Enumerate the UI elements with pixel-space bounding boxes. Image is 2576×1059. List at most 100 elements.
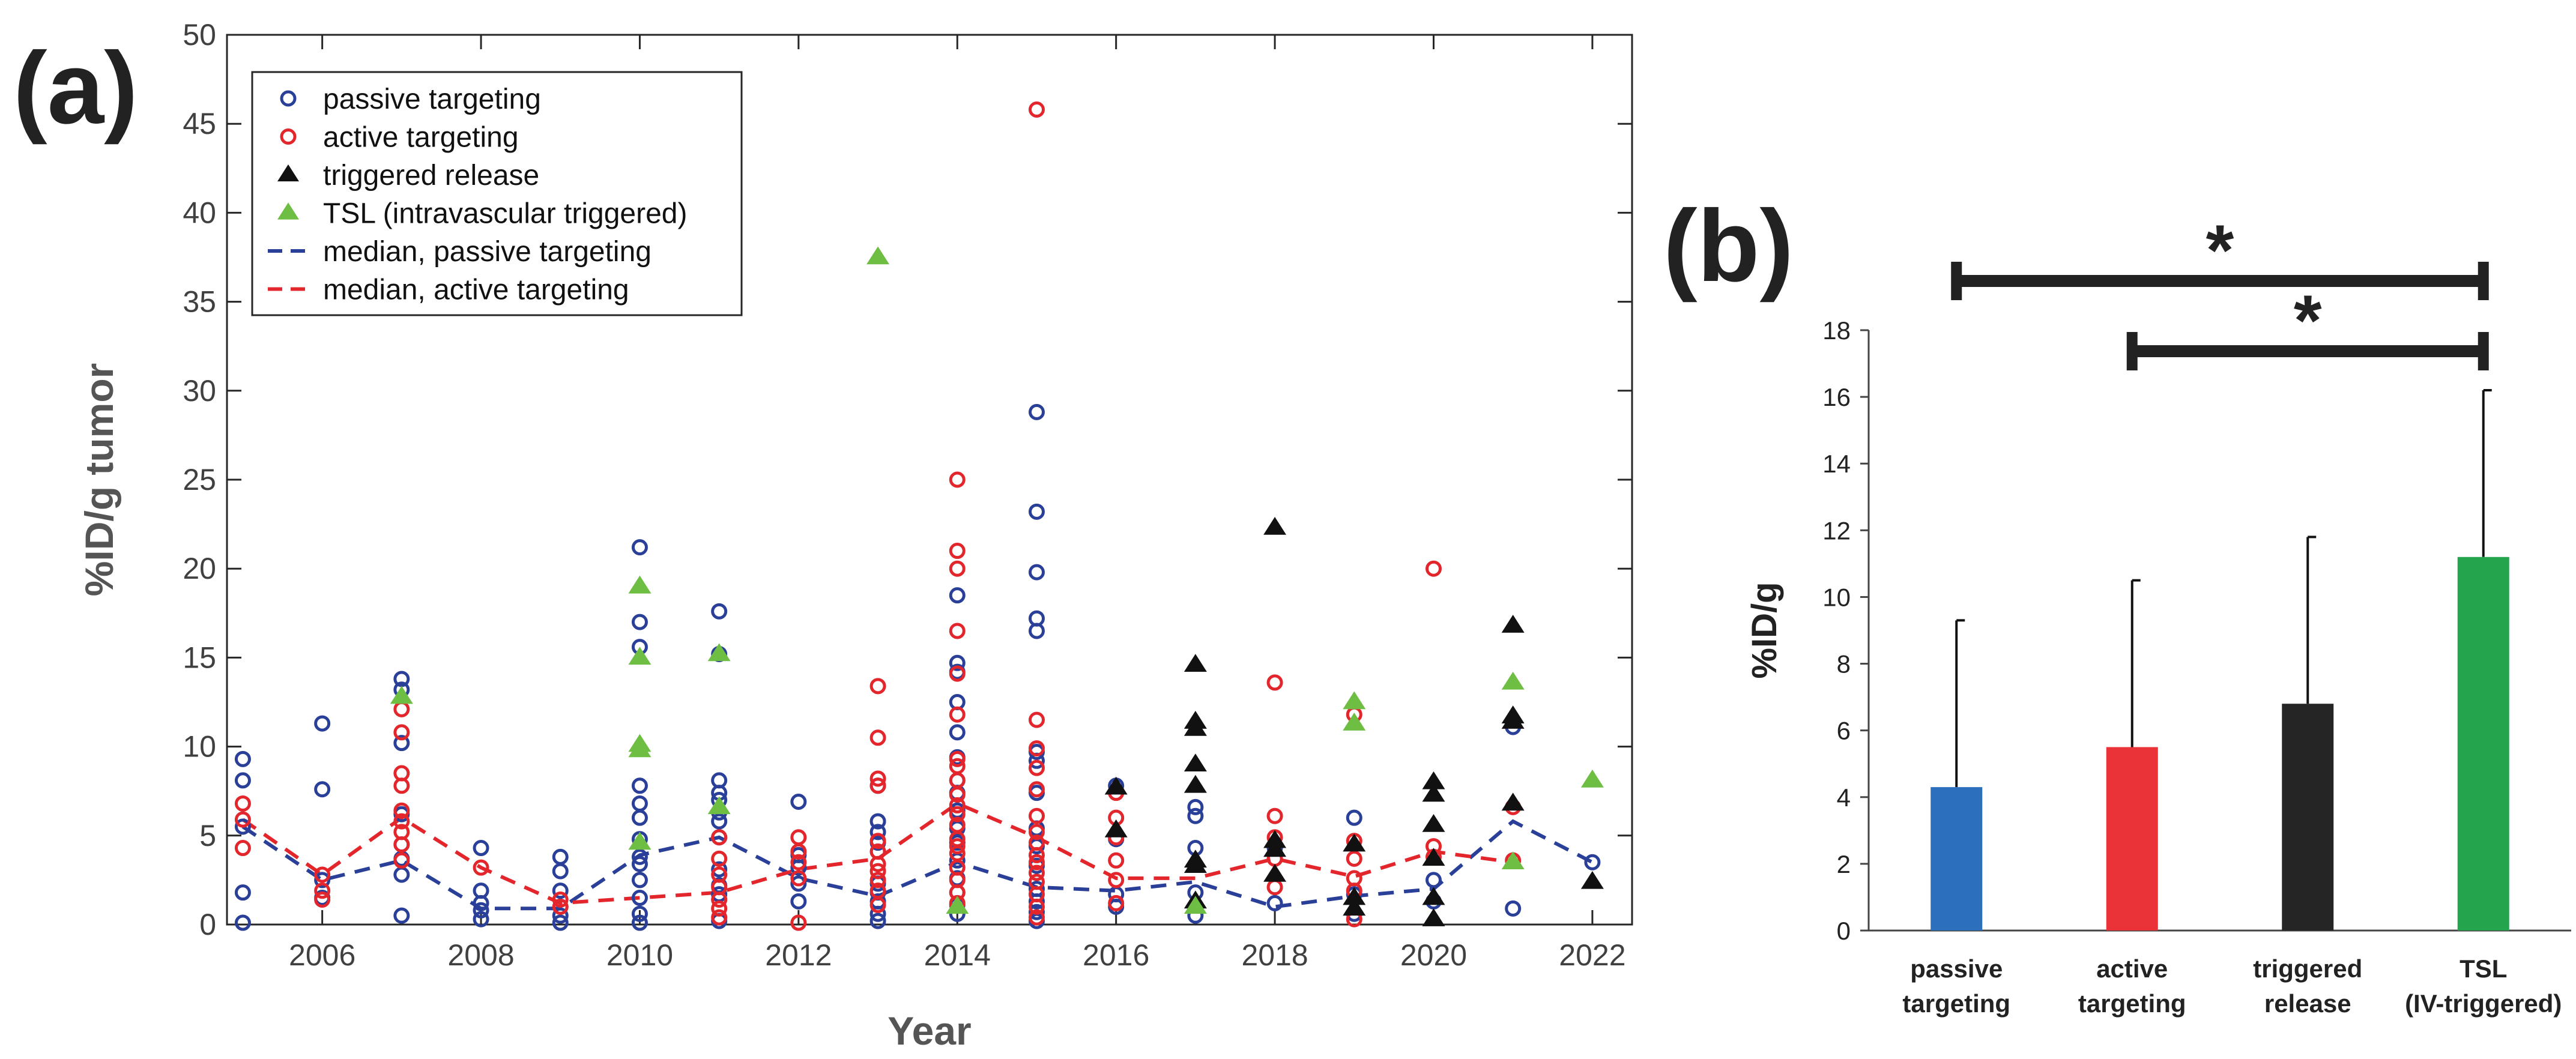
- point-active-targeting: [1028, 101, 1045, 118]
- point-active-targeting: [1346, 850, 1362, 867]
- point-triggered-release: [1184, 717, 1207, 736]
- point-tsl-intravascular-triggered: [1184, 896, 1207, 914]
- y-tick-label: 5: [199, 819, 216, 852]
- point-active-targeting: [869, 777, 886, 794]
- legend-circle-swatch: [280, 90, 297, 107]
- panel-b-label: (b): [1663, 189, 1794, 303]
- y-tick-label: 20: [183, 552, 216, 585]
- panel-b-plot-area: 0 2 4 6 8 10 12 14 16 18 %ID/g passive targeting acti…: [1745, 210, 2571, 1018]
- point-passive-targeting: [473, 911, 489, 928]
- point-triggered-release: [1343, 887, 1366, 905]
- point-active-targeting: [869, 833, 886, 849]
- point-passive-targeting: [631, 848, 648, 865]
- point-active-targeting: [711, 829, 728, 846]
- point-active-targeting: [1108, 872, 1125, 889]
- point-active-targeting: [314, 882, 331, 899]
- point-active-targeting: [1028, 781, 1045, 798]
- point-active-targeting: [393, 836, 410, 853]
- point-passive-targeting: [631, 809, 648, 826]
- category-label: triggered: [2253, 955, 2362, 983]
- x-tick-label: 2012: [765, 938, 832, 972]
- point-triggered-release: [1580, 870, 1604, 889]
- y-tick-label: 10: [183, 730, 216, 764]
- point-active-targeting: [1028, 864, 1045, 881]
- point-passive-targeting: [234, 818, 251, 835]
- point-triggered-release: [1422, 783, 1445, 802]
- point-active-targeting: [711, 900, 728, 917]
- point-active-targeting: [949, 560, 966, 577]
- point-active-targeting: [790, 914, 807, 931]
- point-triggered-release: [1343, 898, 1366, 916]
- y-tick-label: 15: [183, 641, 216, 674]
- point-passive-targeting: [790, 859, 807, 876]
- legend-label: passive targeting: [323, 83, 541, 115]
- point-passive-targeting: [1346, 809, 1362, 826]
- legend-triangle-swatch: [277, 202, 299, 220]
- point-passive-targeting: [234, 914, 251, 931]
- point-active-targeting: [869, 678, 886, 695]
- point-active-targeting: [711, 892, 728, 908]
- category-label: TSL: [2460, 955, 2507, 983]
- point-triggered-release: [1501, 711, 1525, 729]
- point-triggered-release: [1184, 774, 1207, 793]
- point-passive-targeting: [393, 907, 410, 924]
- point-tsl-intravascular-triggered: [628, 739, 652, 758]
- category-label: release: [2264, 989, 2351, 1018]
- x-tick-label: 2020: [1400, 938, 1467, 972]
- point-tsl-intravascular-triggered: [628, 831, 652, 850]
- point-triggered-release: [1184, 753, 1207, 772]
- x-tick-label: 2022: [1559, 938, 1625, 972]
- legend-box: [251, 71, 743, 316]
- x-tick-label: 2016: [1083, 938, 1149, 972]
- panel-a-label: (a): [13, 31, 138, 145]
- point-active-targeting: [790, 870, 807, 887]
- bar-passive-targeting: [1930, 787, 1983, 931]
- point-tsl-intravascular-triggered: [1343, 691, 1366, 710]
- point-active-targeting: [393, 802, 410, 819]
- panel-a: (a) 0 5 10 15 20 25 30 35 40 45 50 2006 2008 2010 2012…: [13, 18, 1633, 1053]
- point-tsl-intravascular-triggered: [1343, 713, 1366, 731]
- category-label: active: [2096, 955, 2168, 983]
- point-triggered-release: [1263, 839, 1287, 857]
- point-passive-targeting: [234, 750, 251, 767]
- point-passive-targeting: [790, 875, 807, 892]
- point-tsl-intravascular-triggered: [707, 796, 731, 815]
- point-active-targeting: [790, 854, 807, 870]
- point-passive-targeting: [711, 861, 728, 878]
- point-tsl-intravascular-triggered: [707, 643, 731, 662]
- point-active-targeting: [869, 872, 886, 889]
- point-active-targeting: [1028, 854, 1045, 870]
- legend-triangle-swatch: [277, 164, 299, 182]
- point-tsl-intravascular-triggered: [946, 896, 969, 914]
- bar-active-targeting: [2106, 747, 2158, 931]
- x-tick-label: 2014: [924, 938, 991, 972]
- point-active-targeting: [790, 843, 807, 860]
- point-active-targeting: [393, 777, 410, 794]
- point-triggered-release: [1104, 776, 1128, 795]
- point-passive-targeting: [234, 884, 251, 901]
- legend-label: triggered release: [323, 160, 539, 192]
- point-passive-targeting: [314, 715, 331, 732]
- point-active-targeting: [949, 623, 966, 639]
- point-active-targeting: [314, 892, 331, 908]
- point-passive-targeting: [949, 587, 966, 604]
- point-triggered-release: [1501, 792, 1525, 811]
- point-passive-targeting: [631, 890, 648, 907]
- point-passive-targeting: [552, 882, 569, 899]
- point-triggered-release: [1422, 813, 1445, 832]
- series-line-median-passive-targeting: [241, 819, 1594, 911]
- point-passive-targeting: [1425, 872, 1442, 889]
- point-passive-targeting: [869, 813, 886, 830]
- point-passive-targeting: [473, 895, 489, 911]
- point-active-targeting: [1108, 852, 1125, 869]
- point-active-targeting: [234, 795, 251, 812]
- point-active-targeting: [393, 852, 410, 869]
- point-active-targeting: [552, 892, 569, 908]
- point-passive-targeting: [949, 724, 966, 741]
- y-tick-label: 35: [183, 285, 216, 319]
- y-axis-label: %ID/g tumor: [77, 363, 121, 597]
- point-passive-targeting: [711, 603, 728, 620]
- bar-tsl-iv-triggered: [2457, 557, 2509, 931]
- point-triggered-release: [1422, 887, 1445, 905]
